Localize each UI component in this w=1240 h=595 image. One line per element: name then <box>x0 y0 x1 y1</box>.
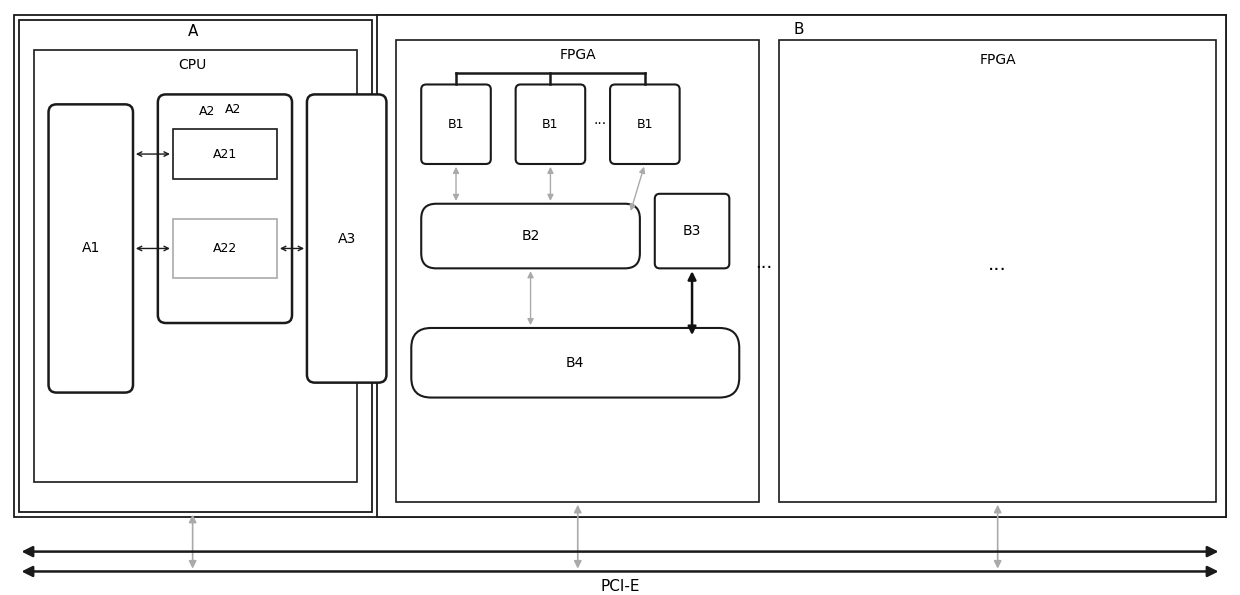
FancyBboxPatch shape <box>655 194 729 268</box>
Text: A3: A3 <box>337 231 356 246</box>
Text: A2: A2 <box>224 103 242 116</box>
FancyBboxPatch shape <box>412 328 739 397</box>
FancyBboxPatch shape <box>516 84 585 164</box>
Bar <box>33 50 357 482</box>
Text: A: A <box>187 24 198 39</box>
Text: B2: B2 <box>521 229 539 243</box>
Text: B: B <box>794 23 805 37</box>
Bar <box>172 218 277 278</box>
Bar <box>779 40 1216 502</box>
Text: A2: A2 <box>200 105 216 118</box>
Text: B4: B4 <box>567 356 584 369</box>
Text: ···: ··· <box>594 117 606 131</box>
FancyBboxPatch shape <box>422 203 640 268</box>
Bar <box>19 20 372 512</box>
Text: B1: B1 <box>636 118 653 131</box>
Text: B3: B3 <box>683 224 702 238</box>
FancyBboxPatch shape <box>48 104 133 393</box>
Text: A22: A22 <box>213 242 237 255</box>
Text: B1: B1 <box>448 118 464 131</box>
Text: A1: A1 <box>82 242 100 255</box>
Text: A21: A21 <box>213 148 237 161</box>
FancyBboxPatch shape <box>308 95 387 383</box>
FancyBboxPatch shape <box>157 95 293 323</box>
Bar <box>14 15 1226 517</box>
Text: FPGA: FPGA <box>980 52 1016 67</box>
Text: CPU: CPU <box>179 58 207 71</box>
Bar <box>377 15 1226 517</box>
Text: ···: ··· <box>755 259 773 277</box>
FancyBboxPatch shape <box>422 84 491 164</box>
Text: FPGA: FPGA <box>559 48 596 62</box>
Bar <box>172 129 277 179</box>
Bar <box>397 40 759 502</box>
Text: ···: ··· <box>988 261 1007 280</box>
Text: PCI-E: PCI-E <box>600 579 640 594</box>
Text: B1: B1 <box>542 118 559 131</box>
FancyBboxPatch shape <box>610 84 680 164</box>
